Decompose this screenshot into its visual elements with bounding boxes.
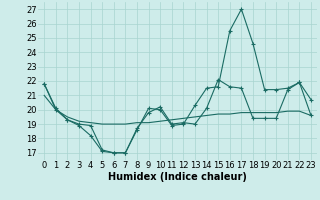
X-axis label: Humidex (Indice chaleur): Humidex (Indice chaleur) [108,172,247,182]
